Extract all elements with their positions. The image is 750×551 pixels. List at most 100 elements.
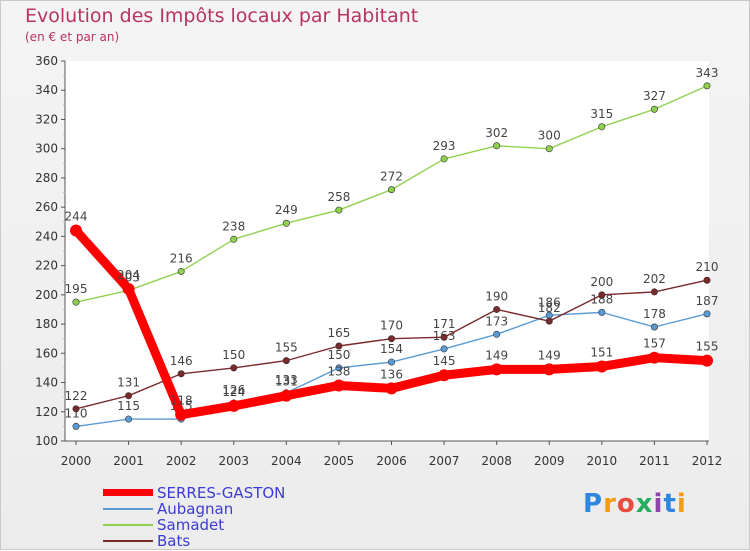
- logo-letter: i: [676, 489, 687, 519]
- data-label-aubagnan: 186: [538, 295, 561, 309]
- data-label-aubagnan: 110: [65, 406, 88, 420]
- data-label-samadet: 293: [433, 139, 456, 153]
- data-point-serres-gaston: [122, 283, 135, 295]
- logo-letter: x: [635, 489, 654, 519]
- y-tick-label: 240: [35, 229, 58, 243]
- data-point-aubagnan: [125, 415, 133, 423]
- logo-letter: P: [583, 489, 604, 519]
- data-label-aubagnan: 178: [643, 307, 666, 321]
- legend-swatch-samadet: [103, 524, 153, 526]
- data-label-samadet: 258: [327, 190, 350, 204]
- data-point-samadet: [230, 235, 238, 243]
- data-label-samadet: 195: [65, 282, 88, 296]
- legend-label-samadet: Samadet: [157, 516, 225, 534]
- data-point-aubagnan: [335, 364, 343, 372]
- y-tick-label: 280: [35, 171, 58, 185]
- data-label-aubagnan: 126: [222, 383, 245, 397]
- data-label-aubagnan: 115: [117, 399, 140, 413]
- data-point-serres-gaston: [648, 351, 661, 364]
- data-label-aubagnan: 133: [275, 373, 298, 387]
- data-label-serres-gaston: 149: [485, 348, 508, 362]
- data-point-samadet: [545, 145, 553, 153]
- data-label-aubagnan: 187: [696, 294, 719, 308]
- y-tick-label: 100: [35, 434, 58, 448]
- legend-swatch-aubagnan: [103, 508, 153, 510]
- data-point-serres-gaston: [70, 224, 82, 237]
- y-tick-label: 260: [35, 200, 58, 214]
- data-point-samadet: [177, 267, 185, 275]
- logo-letter: i: [653, 489, 664, 519]
- data-label-bats: 200: [590, 275, 613, 289]
- x-tick-label: 2003: [218, 454, 249, 468]
- data-label-bats: 165: [327, 326, 350, 340]
- data-point-samadet: [335, 206, 343, 214]
- data-point-samadet: [440, 155, 448, 163]
- data-point-aubagnan: [493, 330, 501, 338]
- x-tick-label: 2010: [587, 454, 618, 468]
- logo-letter: o: [616, 489, 636, 519]
- data-point-serres-gaston: [595, 360, 608, 373]
- data-label-bats: 170: [380, 319, 403, 333]
- logo-letter: r: [603, 489, 617, 519]
- data-point-aubagnan: [387, 358, 395, 366]
- y-tick-label: 320: [35, 112, 58, 126]
- data-label-serres-gaston: 136: [380, 367, 403, 381]
- data-label-serres-gaston: 155: [696, 340, 719, 354]
- data-point-serres-gaston: [701, 354, 713, 367]
- data-point-bats: [230, 364, 238, 372]
- y-tick-label: 340: [35, 83, 58, 97]
- chart-title: Evolution des Impôts locaux par Habitant: [25, 5, 419, 27]
- data-point-samadet: [650, 105, 658, 113]
- x-tick-label: 2001: [113, 454, 144, 468]
- x-tick-label: 2008: [481, 454, 512, 468]
- x-tick-label: 2006: [376, 454, 407, 468]
- legend-label-bats: Bats: [157, 532, 191, 550]
- y-tick-label: 140: [35, 376, 58, 390]
- data-point-samadet: [72, 298, 80, 306]
- data-point-samadet: [493, 142, 501, 150]
- data-label-bats: 150: [222, 348, 245, 362]
- data-label-samadet: 216: [170, 251, 193, 265]
- x-tick-label: 2005: [324, 454, 355, 468]
- x-tick-label: 2011: [639, 454, 670, 468]
- data-label-serres-gaston: 204: [117, 268, 140, 282]
- y-tick-label: 360: [35, 54, 58, 68]
- data-point-aubagnan: [650, 323, 658, 331]
- legend-label-serres-gaston: SERRES-GASTON: [157, 484, 286, 502]
- x-tick-label: 2004: [271, 454, 302, 468]
- data-point-aubagnan: [440, 345, 448, 353]
- data-label-serres-gaston: 149: [538, 348, 561, 362]
- data-label-aubagnan: 188: [590, 292, 613, 306]
- data-point-bats: [493, 305, 501, 313]
- data-label-samadet: 315: [590, 107, 613, 121]
- legend-swatch-serres-gaston: [103, 489, 153, 496]
- data-label-samadet: 300: [538, 129, 561, 143]
- data-label-samadet: 327: [643, 89, 666, 103]
- x-tick-label: 2002: [166, 454, 197, 468]
- data-label-serres-gaston: 151: [590, 345, 613, 359]
- data-point-bats: [335, 342, 343, 350]
- data-point-bats: [387, 335, 395, 343]
- data-point-samadet: [703, 82, 711, 90]
- data-label-bats: 122: [65, 389, 88, 403]
- data-label-samadet: 302: [485, 126, 508, 140]
- data-point-serres-gaston: [490, 363, 503, 376]
- data-label-aubagnan: 150: [327, 348, 350, 362]
- data-point-aubagnan: [703, 310, 711, 318]
- data-point-aubagnan: [598, 308, 606, 316]
- data-label-serres-gaston: 145: [433, 354, 456, 368]
- data-label-bats: 190: [485, 289, 508, 303]
- data-label-bats: 131: [117, 376, 140, 390]
- y-tick-label: 160: [35, 346, 58, 360]
- x-tick-label: 2000: [61, 454, 92, 468]
- data-label-bats: 202: [643, 272, 666, 286]
- data-point-serres-gaston: [385, 382, 398, 395]
- data-label-samadet: 272: [380, 170, 403, 184]
- data-point-samadet: [387, 186, 395, 194]
- data-label-aubagnan: 154: [380, 342, 403, 356]
- data-point-bats: [703, 276, 711, 284]
- data-label-serres-gaston: 131: [275, 375, 298, 389]
- data-label-bats: 146: [170, 354, 193, 368]
